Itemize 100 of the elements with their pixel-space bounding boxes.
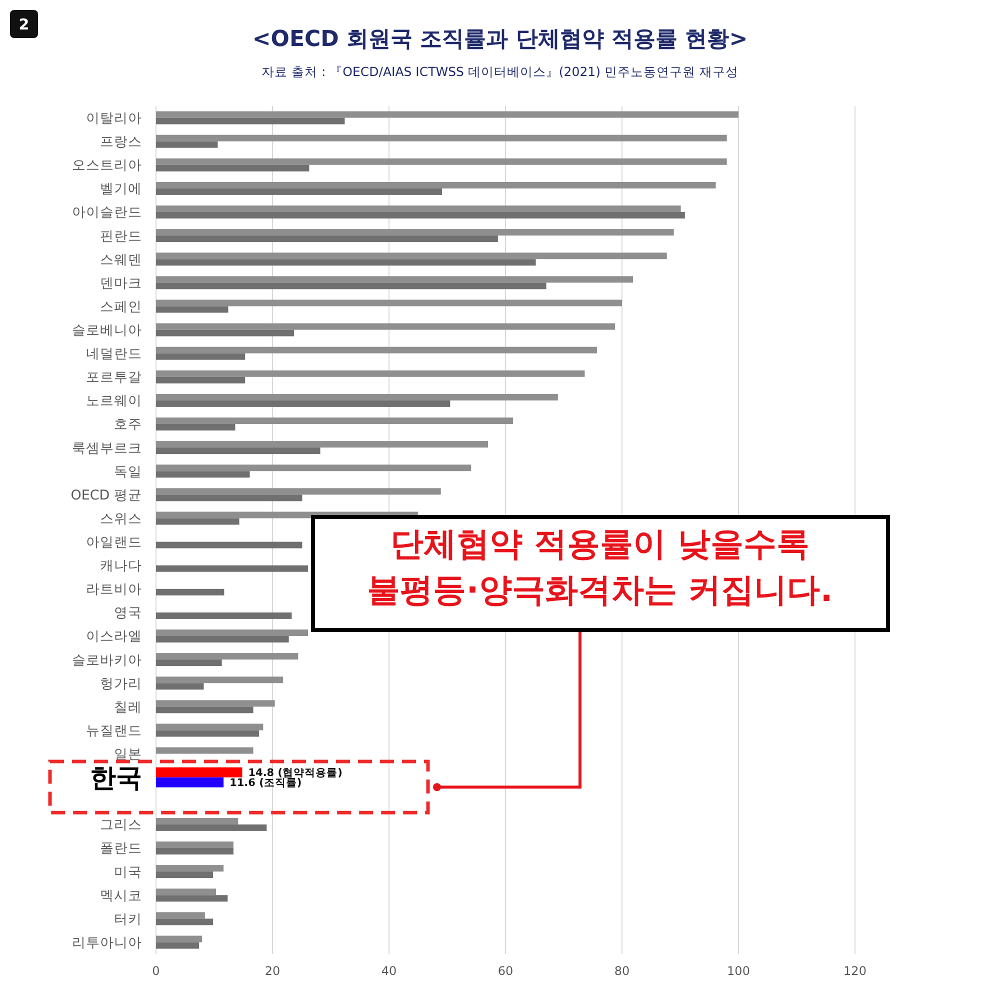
bar [156,888,216,896]
bar [156,706,254,714]
bar [156,865,224,872]
bar [156,660,222,666]
bar [156,134,727,142]
y-tick-label: 스위스 [100,510,142,527]
bar [156,418,514,424]
y-tick-label: 벨기에 [100,181,142,198]
bar [156,206,681,212]
bar [156,370,585,377]
y-tick-label: 터키 [114,911,142,928]
bar [156,158,727,165]
bar [156,936,202,942]
x-tick-label: 100 [727,964,750,978]
y-tick-label: 이탈리아 [86,110,142,127]
bar [156,542,302,548]
y-tick-label: OECD 평균 [70,487,142,504]
bar [156,330,294,336]
chart-subtitle: 자료 출처 : 『OECD/AIAS ICTWSS 데이터베이스』(2021) 민주노동연구원 재구성 [262,64,738,79]
y-tick-label: 오스트리아 [72,158,142,174]
y-tick-label: 캐나다 [100,558,142,574]
bar [156,471,250,478]
bar [156,282,546,290]
y-tick-label: 프랑스 [100,134,142,150]
y-tick-label: 덴마크 [100,275,142,292]
x-tick-label: 80 [614,964,630,978]
bar [156,252,667,260]
bar [156,323,616,330]
bar [156,424,236,430]
bar [156,636,289,642]
bar [156,376,246,384]
y-tick-label: 멕시코 [100,888,142,904]
y-tick-label: 미국 [114,864,142,880]
x-tick-label: 120 [844,964,866,978]
bar [156,848,234,854]
y-tick-label: 스페인 [100,298,142,315]
y-tick-label: 슬로바키아 [72,652,142,668]
bar [156,300,622,306]
bar [156,276,634,283]
y-tick-label: 라트비아 [86,582,142,598]
y-tick-label: 한국 [90,763,142,794]
bar [156,872,214,878]
bar [156,565,308,572]
bar [156,448,320,454]
bar [156,683,204,690]
bar [156,229,674,236]
y-tick-label: 포르투갈 [86,370,142,386]
bar [156,630,308,636]
y-tick-label: 일본 [114,746,142,763]
y-tick-label: 핀란드 [100,228,142,244]
bar [156,353,246,360]
y-tick-label: 리투아니아 [72,934,142,951]
data-label: 11.6 (조직률) [230,777,302,790]
bar [156,653,298,660]
y-tick-label: 폴란드 [100,840,142,857]
bar [156,118,345,124]
bar [156,588,224,596]
chart-title: <OECD 회원국 조직률과 단체협약 적용률 현황> [252,27,748,52]
x-tick-label: 20 [264,964,280,978]
y-tick-label: 룩셈부르크 [72,440,142,456]
bar [156,164,310,172]
y-tick-label: 스웨덴 [100,252,142,268]
data-label: 14.8 (협약적용률) [248,767,342,780]
y-tick-label: 헝가리 [100,676,142,692]
bar [156,824,267,831]
bar [156,895,228,902]
annotation: 단체협약 적용률이 낮을수록 불평등·양극화격차는 커집니다. [367,524,833,609]
y-tick-label: 슬로베니아 [72,322,142,339]
y-tick-label: 이스라엘 [86,628,142,645]
bar [156,747,254,754]
bar [156,724,264,730]
bar [156,918,214,926]
bar [156,182,716,188]
bar [156,912,205,919]
bar [156,730,260,737]
bar [156,441,488,448]
y-tick-label: 독일 [114,464,142,480]
y-tick-label: 영국 [114,605,142,622]
x-tick-label: 0 [152,964,160,978]
bar [156,494,302,502]
y-tick-label: 노르웨이 [86,393,142,410]
y-tick-label: 칠레 [114,699,142,716]
bar [156,306,228,313]
x-tick-label: 60 [498,964,514,978]
x-tick-label: 40 [381,964,397,978]
bar [156,612,292,619]
bar [156,259,536,266]
bar [156,700,275,707]
bar [156,346,597,354]
bar [156,394,558,400]
bar [156,212,685,218]
bar [156,676,283,684]
bar [156,400,450,407]
bar [156,842,234,848]
bar [156,111,738,118]
bar [156,942,200,949]
y-tick-label: 그리스 [100,817,142,834]
y-tick-label: 아이슬란드 [72,204,142,221]
y-tick-label: 네덜란드 [86,346,142,362]
bar [156,488,441,495]
